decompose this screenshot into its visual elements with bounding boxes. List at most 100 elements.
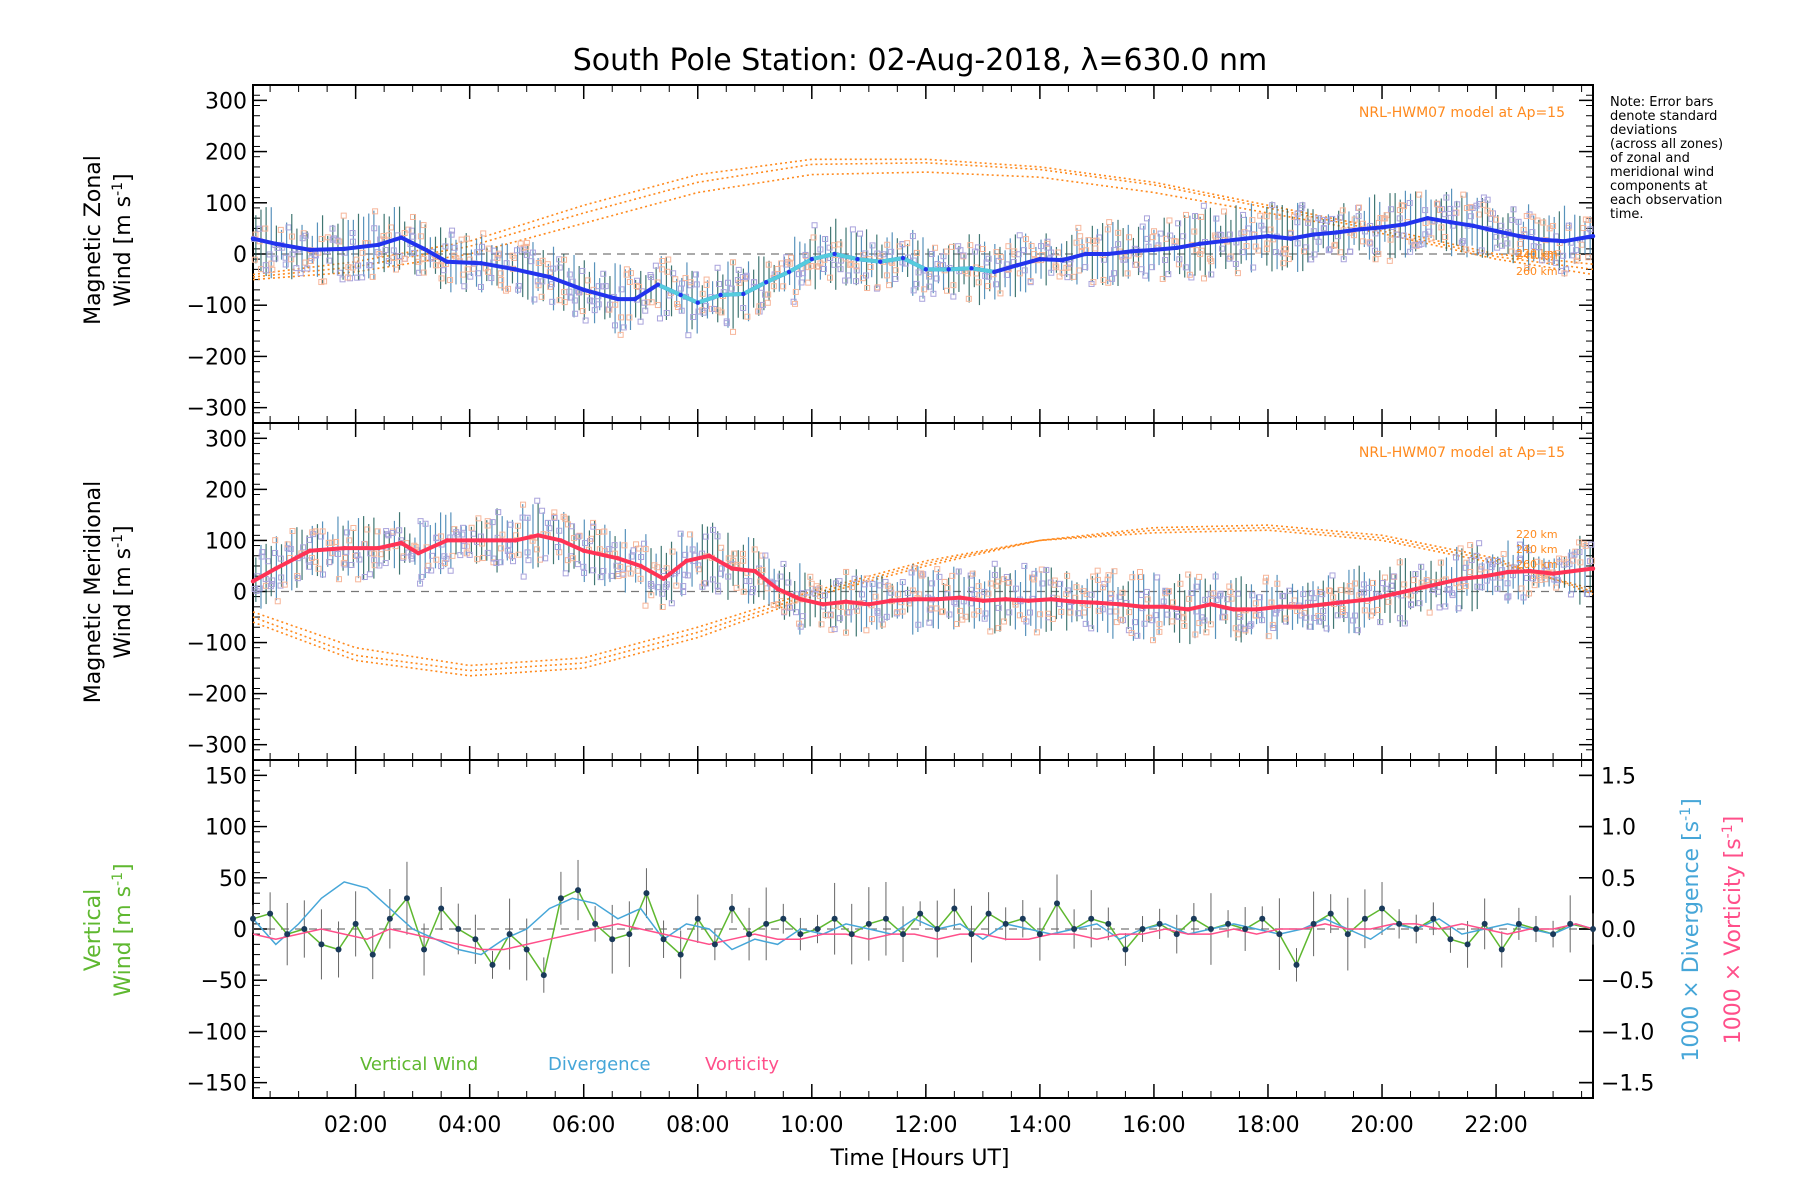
scatter-marker bbox=[714, 264, 721, 271]
scatter-marker bbox=[539, 278, 546, 285]
scatter-marker bbox=[1460, 191, 1467, 198]
vertical-wind-point bbox=[797, 931, 804, 938]
y-tick-label: 0 bbox=[233, 918, 247, 943]
scatter-marker bbox=[1105, 572, 1112, 579]
scatter-marker bbox=[1524, 574, 1531, 581]
scatter-marker bbox=[764, 299, 771, 306]
y-tick-label: −200 bbox=[187, 345, 247, 370]
scatter-marker bbox=[668, 600, 675, 607]
scatter-marker bbox=[626, 314, 633, 321]
vertical-wind-point bbox=[1225, 920, 1232, 927]
vertical-wind-point bbox=[814, 926, 821, 932]
scatter-marker bbox=[1252, 243, 1259, 250]
scatter-marker bbox=[1467, 213, 1474, 220]
note-line: meridional wind bbox=[1610, 165, 1714, 180]
scatter-marker bbox=[888, 248, 895, 255]
data-point bbox=[1071, 599, 1077, 604]
scatter-marker bbox=[1121, 256, 1128, 263]
scatter-marker bbox=[1478, 247, 1485, 254]
vorticity-line bbox=[252, 923, 1594, 951]
scatter-marker bbox=[1508, 248, 1515, 255]
scatter-marker bbox=[868, 616, 875, 623]
scatter-marker bbox=[447, 567, 454, 574]
scatter-marker bbox=[266, 251, 273, 258]
scatter-marker bbox=[626, 565, 633, 572]
scatter-marker bbox=[448, 231, 455, 238]
scatter-marker bbox=[334, 550, 341, 557]
scatter-marker bbox=[575, 533, 582, 540]
data-point bbox=[615, 296, 621, 302]
scatter-marker bbox=[447, 277, 454, 284]
scatter-marker bbox=[1379, 580, 1386, 587]
scatter-marker bbox=[728, 285, 735, 292]
scatter-marker bbox=[718, 570, 725, 577]
scatter-marker bbox=[1310, 595, 1317, 602]
scatter-marker bbox=[346, 537, 353, 544]
scatter-marker bbox=[792, 288, 799, 295]
scatter-marker bbox=[542, 555, 549, 562]
data-point bbox=[399, 540, 404, 546]
scatter-marker bbox=[591, 307, 598, 314]
scatter-marker bbox=[514, 522, 521, 529]
scatter-marker bbox=[1075, 224, 1082, 231]
scatter-marker bbox=[600, 567, 607, 574]
scatter-marker bbox=[449, 552, 456, 559]
scatter-marker bbox=[1282, 615, 1289, 622]
scatter-marker bbox=[682, 275, 689, 282]
scatter-marker bbox=[659, 258, 666, 265]
scatter-marker bbox=[957, 607, 964, 614]
data-point bbox=[718, 292, 723, 298]
scatter-marker bbox=[879, 621, 886, 628]
scatter-marker bbox=[1546, 250, 1553, 257]
scatter-marker bbox=[817, 260, 824, 267]
scatter-marker bbox=[1131, 619, 1138, 626]
scatter-marker bbox=[787, 260, 794, 267]
scatter-marker bbox=[985, 255, 992, 262]
scatter-marker bbox=[805, 264, 812, 271]
scatter-marker bbox=[1275, 213, 1282, 220]
scatter-marker bbox=[1051, 581, 1058, 588]
zonal-alt-label: 220 km bbox=[1516, 247, 1558, 260]
scatter-marker bbox=[1258, 222, 1265, 229]
scatter-marker bbox=[515, 286, 522, 293]
vertical-wind-point bbox=[1122, 946, 1129, 953]
scatter-marker bbox=[1351, 612, 1358, 619]
scatter-marker bbox=[1106, 608, 1113, 615]
scatter-marker bbox=[909, 233, 916, 240]
scatter-marker bbox=[308, 554, 315, 561]
scatter-marker bbox=[1053, 264, 1060, 271]
scatter-marker bbox=[1156, 628, 1163, 635]
scatter-marker bbox=[1478, 584, 1485, 591]
vertical-wind-point bbox=[1190, 915, 1197, 922]
scatter-marker bbox=[1126, 234, 1133, 241]
scatter-marker bbox=[461, 283, 468, 290]
scatter-marker bbox=[1326, 246, 1333, 253]
scatter-marker bbox=[1337, 214, 1344, 221]
divergence-ylabel-prefix: 1000 × Divergence [s bbox=[1679, 821, 1704, 1062]
scatter-marker bbox=[410, 213, 417, 220]
scatter-marker bbox=[515, 282, 522, 289]
scatter-marker bbox=[502, 287, 509, 294]
data-point bbox=[1277, 604, 1282, 610]
vertical-wind-point bbox=[1105, 920, 1112, 927]
scatter-marker bbox=[880, 251, 887, 258]
scatter-marker bbox=[654, 302, 661, 309]
data-point bbox=[889, 598, 894, 603]
scatter-marker bbox=[306, 536, 313, 543]
scatter-marker bbox=[287, 546, 294, 553]
data-point bbox=[1345, 599, 1351, 604]
scatter-marker bbox=[1063, 264, 1070, 271]
scatter-marker bbox=[372, 208, 379, 215]
vertical-wind-point bbox=[1139, 926, 1146, 932]
scatter-marker bbox=[982, 272, 989, 279]
divergence-ylabel-suffix: ] bbox=[1679, 798, 1704, 807]
scatter-marker bbox=[272, 255, 279, 262]
data-point bbox=[1550, 571, 1556, 576]
zonal-wind-panel: −300 −200 −100 0 100 200 300 bbox=[187, 84, 1596, 424]
scatter-marker bbox=[460, 524, 467, 531]
scatter-marker bbox=[636, 545, 643, 552]
ylabel-prefix: Wind [m s bbox=[111, 886, 136, 997]
scatter-marker bbox=[1467, 569, 1474, 576]
scatter-marker bbox=[1434, 201, 1441, 208]
scatter-marker bbox=[849, 226, 856, 233]
